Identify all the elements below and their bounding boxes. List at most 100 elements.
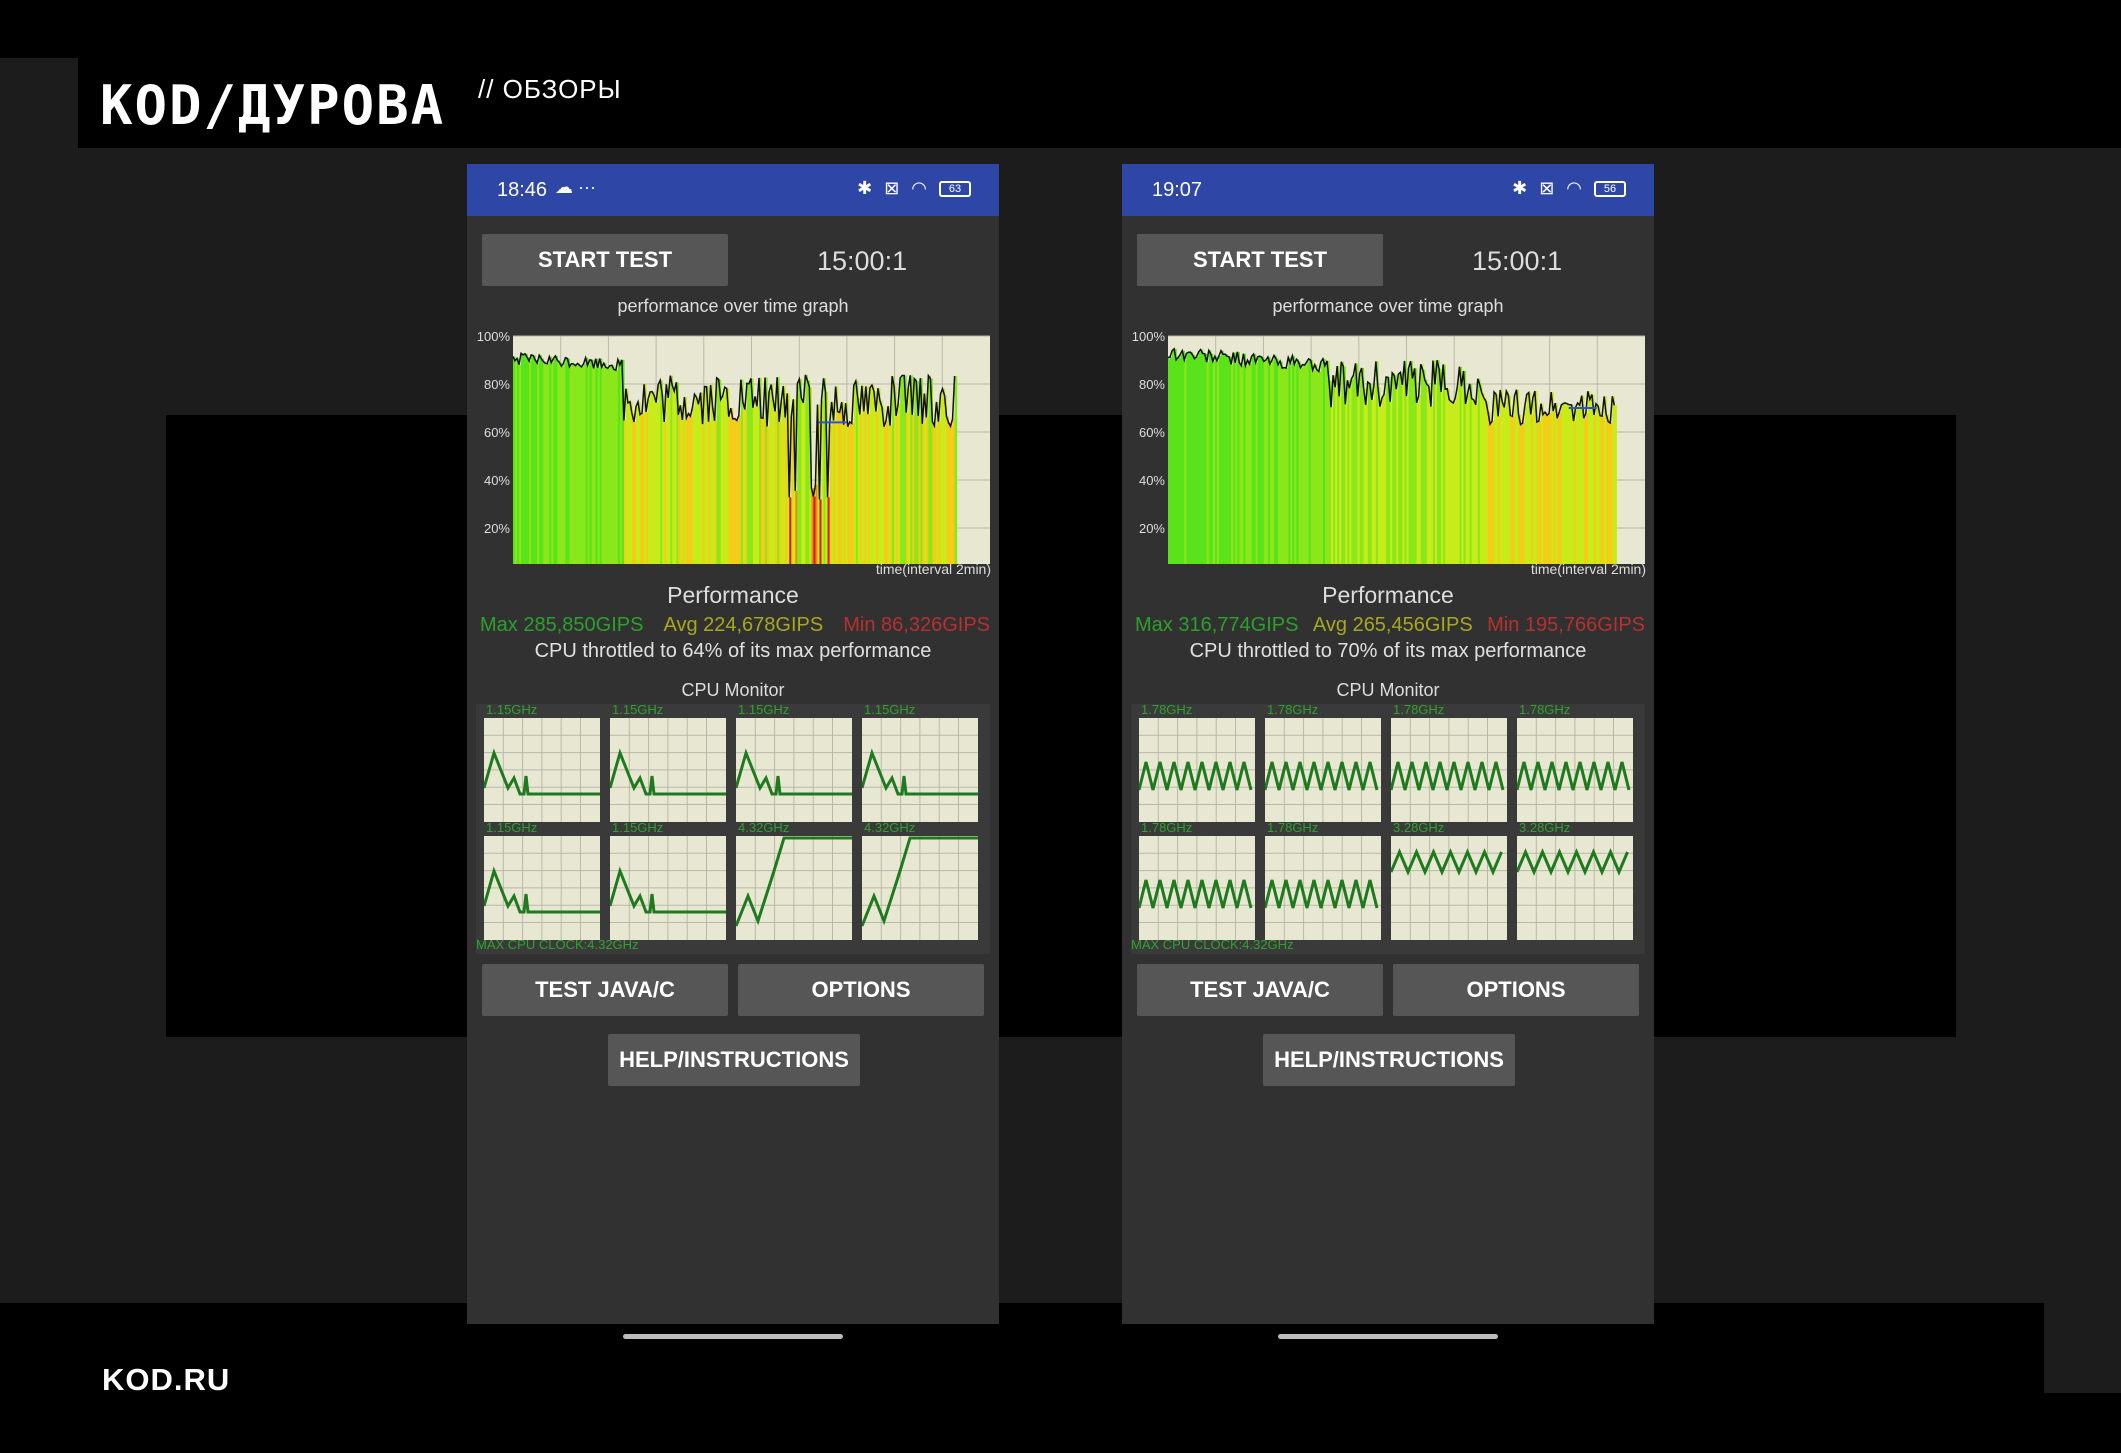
site-logo[interactable]: KOD/ДУРОВА — [100, 74, 446, 137]
performance-bar — [1273, 355, 1277, 564]
performance-bar — [1180, 354, 1183, 564]
performance-bar — [1237, 351, 1240, 564]
core-frequency-label: 4.32GHz — [864, 820, 916, 835]
core-load-line — [736, 748, 852, 796]
performance-bar — [1404, 360, 1408, 564]
performance-bar — [1188, 352, 1192, 564]
performance-bar — [900, 378, 903, 564]
time-axis-label: time(interval 2min) — [875, 561, 991, 577]
performance-bar — [1174, 348, 1177, 564]
performance-bar — [571, 363, 575, 564]
performance-bar — [936, 401, 940, 564]
performance-bar — [783, 386, 786, 564]
start-test-button[interactable]: START TEST — [482, 234, 728, 286]
test-java-c-button[interactable]: TEST JAVA/C — [482, 964, 728, 1016]
section-label[interactable]: // ОБЗОРЫ — [478, 74, 622, 104]
performance-bar — [547, 363, 550, 564]
performance-bar — [1280, 361, 1283, 564]
performance-bar — [533, 355, 536, 564]
help-instructions-button[interactable]: HELP/INSTRUCTIONS — [1263, 1034, 1515, 1086]
performance-bar — [1426, 384, 1430, 564]
performance-bar — [849, 421, 853, 564]
performance-bar — [1430, 406, 1434, 564]
performance-bar — [543, 361, 546, 564]
bg-dark-panel — [166, 415, 1956, 1037]
performance-bar — [1451, 401, 1454, 564]
performance-bar — [1416, 402, 1420, 564]
performance-bar — [873, 391, 877, 564]
performance-bar — [575, 365, 579, 564]
performance-bar — [718, 379, 722, 564]
performance-bar — [773, 399, 776, 564]
test-java-c-button[interactable]: TEST JAVA/C — [1137, 964, 1383, 1016]
performance-bar — [1178, 357, 1181, 564]
options-button[interactable]: OPTIONS — [1393, 964, 1639, 1016]
y-tick-label: 20% — [1139, 521, 1165, 536]
bg-block — [0, 58, 78, 1303]
performance-bar — [1595, 403, 1599, 564]
performance-bar — [1261, 357, 1265, 564]
performance-bar — [944, 395, 948, 564]
cpu-monitor-title: CPU Monitor — [1336, 680, 1440, 700]
performance-bar — [1229, 356, 1232, 564]
footer-domain[interactable]: KOD.RU — [102, 1362, 231, 1397]
performance-bar — [734, 418, 738, 564]
performance-bar — [1520, 424, 1524, 564]
performance-bar — [847, 426, 851, 564]
performance-bar — [1441, 391, 1444, 564]
test-timer: 15:00:1 — [1472, 246, 1563, 276]
performance-bar — [1284, 367, 1287, 564]
performance-bar — [1386, 377, 1389, 564]
help-instructions-button[interactable]: HELP/INSTRUCTIONS — [608, 1034, 860, 1086]
performance-bar — [1345, 404, 1348, 564]
performance-bar — [1379, 406, 1383, 564]
performance-bar — [579, 365, 583, 564]
performance-bar — [1225, 354, 1228, 564]
performance-bar — [569, 366, 573, 564]
core-frequency-label: 4.32GHz — [738, 820, 790, 835]
performance-bar — [1439, 368, 1442, 564]
performance-bar — [1198, 352, 1202, 564]
performance-bar — [1296, 359, 1300, 564]
y-tick-label: 100% — [477, 329, 511, 344]
performance-bar — [1371, 399, 1375, 564]
cpu-core-graph: 1.78GHz — [1517, 702, 1633, 822]
performance-bar — [593, 368, 597, 564]
performance-bar — [752, 407, 756, 564]
core-frequency-label: 1.15GHz — [738, 702, 790, 717]
home-indicator[interactable] — [623, 1334, 843, 1339]
performance-bar — [583, 363, 587, 564]
cpu-core-graph: 1.78GHz — [1391, 702, 1507, 822]
performance-bar — [553, 358, 556, 564]
performance-bar — [1324, 365, 1328, 564]
performance-bar — [1506, 391, 1509, 564]
cpu-core-graph: 1.15GHz — [610, 702, 726, 822]
performance-bar — [627, 402, 631, 564]
performance-bar — [888, 406, 891, 564]
performance-bar — [942, 388, 946, 564]
options-button[interactable]: OPTIONS — [738, 964, 984, 1016]
performance-bar — [702, 424, 706, 564]
core-load-line — [1265, 761, 1379, 791]
performance-bar — [835, 386, 839, 564]
performance-bar — [1184, 360, 1187, 564]
performance-bar — [1500, 390, 1503, 564]
performance-bar — [519, 364, 522, 564]
performance-bar — [754, 396, 758, 564]
start-test-button[interactable]: START TEST — [1137, 234, 1383, 286]
performance-bar — [1172, 350, 1175, 564]
performance-bar — [674, 391, 677, 564]
performance-bar — [1540, 403, 1544, 564]
performance-bar — [712, 407, 716, 564]
cpu-core-graph: 3.28GHz — [1391, 820, 1507, 940]
performance-bar — [662, 394, 665, 564]
performance-bar — [863, 411, 867, 564]
performance-bar — [1475, 404, 1479, 564]
cpu-monitor-panel: MAX CPU CLOCK:4.32GHz 1.15GHz 1.15GHz 1.15… — [476, 702, 990, 954]
performance-bar — [882, 407, 885, 564]
performance-bar — [613, 369, 617, 564]
home-indicator[interactable] — [1278, 1334, 1498, 1339]
performance-bar — [595, 358, 599, 564]
battery-icon: 56 — [1594, 180, 1626, 197]
performance-bar — [654, 395, 657, 564]
